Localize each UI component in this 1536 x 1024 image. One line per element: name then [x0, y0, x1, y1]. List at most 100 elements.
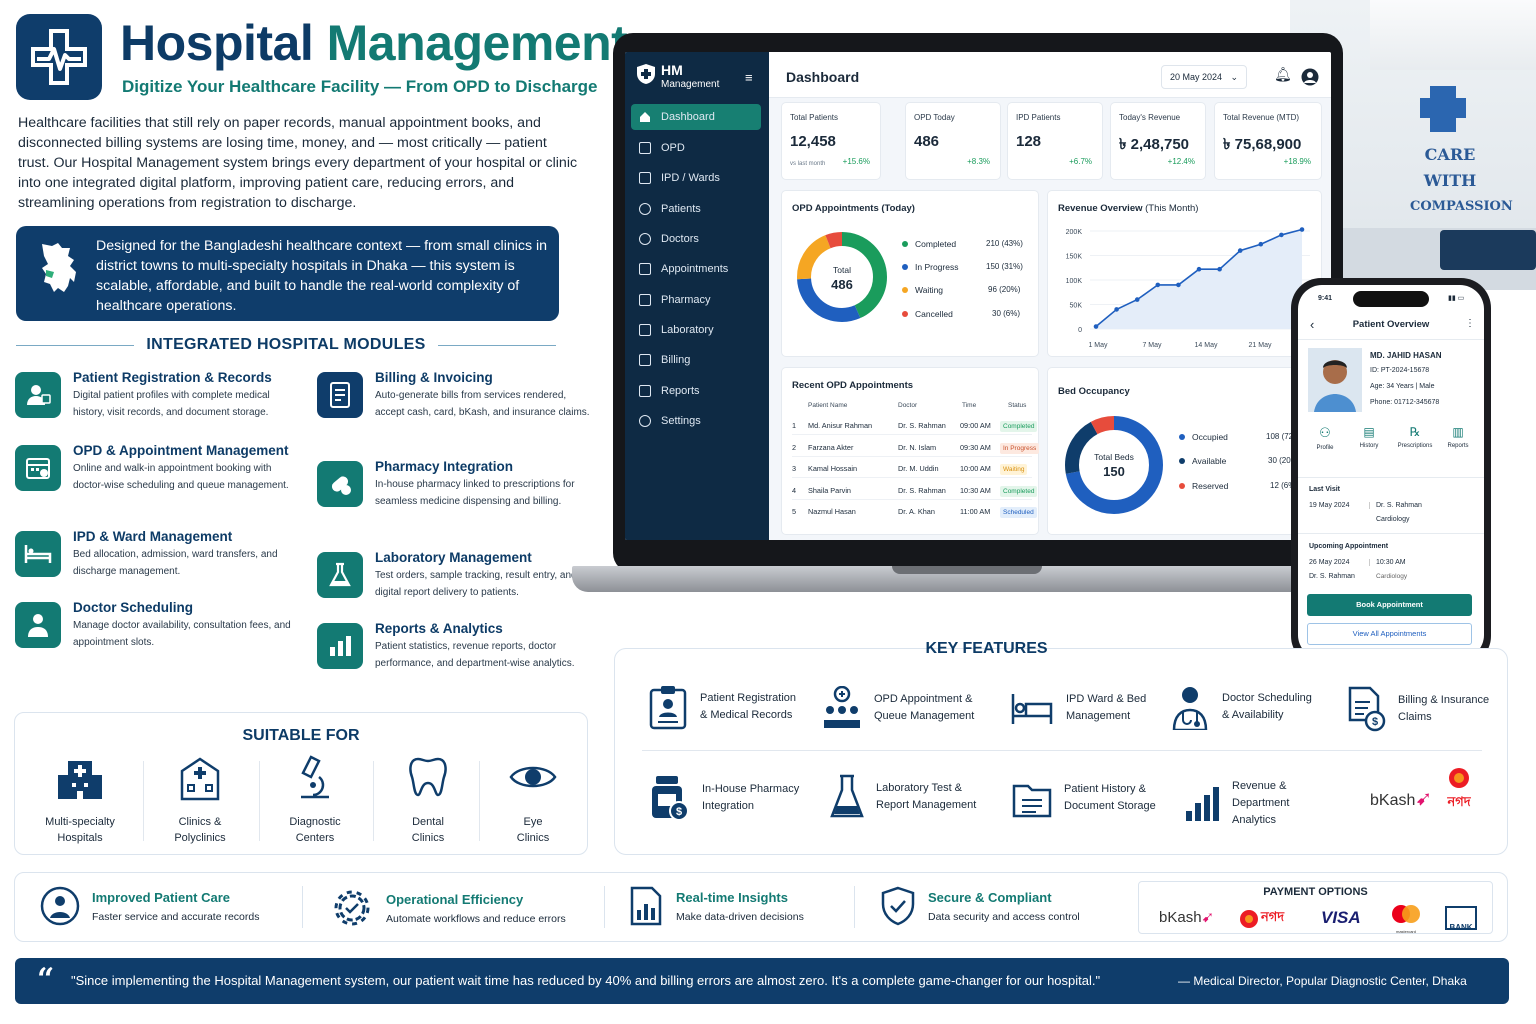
- stat-card-total-patients: Total Patients 12,458 vs last month +15.6%: [782, 103, 880, 179]
- flask-icon: [639, 324, 651, 336]
- avatar-icon[interactable]: [1301, 68, 1319, 86]
- bank-logo: BANK: [1445, 906, 1477, 932]
- revenue-point: [1258, 241, 1264, 247]
- eye-icon: [509, 766, 557, 788]
- table-row[interactable]: 3 Kamal Hossain Dr. M. Uddin 10:00 AM Waitin…: [792, 459, 1042, 479]
- module-doctor-scheduling: Doctor Scheduling Manage doctor availabil…: [15, 600, 295, 651]
- gear-icon: [639, 415, 651, 427]
- report-icon: ▥: [1452, 425, 1464, 439]
- patient-tabs: ⚇ Profile ▤ History ℞ Prescriptions ▥ Report…: [1304, 425, 1478, 471]
- nav-doctors[interactable]: Doctors: [631, 226, 761, 252]
- nav-patients[interactable]: Patients: [631, 196, 761, 222]
- row-number: 2: [792, 442, 797, 452]
- tab-profile[interactable]: ⚇ Profile: [1304, 425, 1346, 451]
- shield-cross-icon: [637, 64, 655, 84]
- payment-options-panel: PAYMENT OPTIONS bKash➹ নগদ VISA masterca…: [1138, 881, 1493, 934]
- y-tick-label: 0: [1078, 327, 1082, 334]
- table-row[interactable]: 1 Md. Anisur Rahman Dr. S. Rahman 09:00 AM C…: [792, 416, 1042, 436]
- nav-reports[interactable]: Reports: [631, 378, 761, 404]
- feature-revenue-analytics: Revenue & Department Analytics: [1184, 778, 1332, 829]
- sidebar: HM Management ≡ Dashboard OPD IPD / Ward…: [625, 52, 769, 540]
- medicine-bottle-icon: $: [652, 776, 689, 821]
- bangladesh-note: Designed for the Bangladeshi healthcare …: [16, 226, 559, 321]
- nav-billing[interactable]: Billing: [631, 347, 761, 373]
- nav-opd[interactable]: OPD: [631, 135, 761, 161]
- menu-toggle-icon[interactable]: ≡: [745, 70, 753, 85]
- bed-donut-center-value: 150: [1103, 464, 1125, 479]
- nav-appointments[interactable]: Appointments: [631, 256, 761, 282]
- table-row[interactable]: 5 Nazmul Hasan Dr. A. Khan 11:00 AM Schedule…: [792, 502, 1042, 522]
- phone-title: Patient Overview: [1352, 319, 1430, 330]
- legend-value: 96 (20%): [988, 285, 1021, 294]
- patient-name: MD. JAHID HASAN: [1370, 351, 1442, 360]
- shield-check-icon: [881, 886, 915, 926]
- view-all-appointments-button[interactable]: View All Appointments: [1307, 623, 1472, 645]
- nagad-icon: [1449, 768, 1469, 788]
- benefit-operational-efficiency: Operational Efficiency Automate workflows…: [330, 886, 566, 930]
- patient-name: Shaila Parvin: [808, 485, 851, 495]
- opd-donut-chart: [797, 232, 887, 322]
- appointment-time: 11:00 AM: [960, 507, 991, 516]
- row-number: 5: [792, 507, 797, 516]
- topbar: [769, 52, 1331, 98]
- nav-laboratory[interactable]: Laboratory: [631, 317, 761, 343]
- donut-slice-available: [1065, 416, 1163, 514]
- bed-occupancy-card: Bed Occupancy Total Beds 150 Occupied 10…: [1048, 368, 1321, 534]
- phone-time: 9:41: [1318, 295, 1333, 302]
- status-badge: Completed: [1000, 421, 1038, 432]
- history-icon: ▤: [1363, 425, 1375, 439]
- row-divider: [792, 455, 1032, 457]
- bangladesh-map-icon: [42, 243, 76, 292]
- nagad-icon: [1240, 909, 1258, 928]
- tab-prescriptions[interactable]: ℞ Prescriptions: [1392, 425, 1438, 449]
- back-arrow-icon[interactable]: ‹: [1310, 317, 1315, 332]
- table-row[interactable]: 2 Farzana Akter Dr. N. Islam 09:30 AM In Pro…: [792, 438, 1042, 458]
- modules-heading: INTEGRATED HOSPITAL MODULES: [16, 336, 556, 354]
- bed-donut-chart: [1065, 416, 1163, 514]
- bed-icon: [15, 531, 61, 577]
- brand-subname: Management: [661, 79, 720, 90]
- hospital-bed-icon: [1011, 694, 1053, 724]
- microscope-icon: [301, 755, 329, 799]
- revenue-point: [1299, 227, 1305, 232]
- opd-icon: [639, 142, 651, 154]
- divider: [642, 750, 1482, 751]
- module-patient-registration: Patient Registration & Records Digital pa…: [15, 370, 295, 421]
- nav-pharmacy[interactable]: Pharmacy: [631, 287, 761, 313]
- gear-check-icon: [334, 890, 370, 926]
- revenue-point: [1155, 282, 1161, 288]
- nav-ipd-wards[interactable]: IPD / Wards: [631, 165, 761, 191]
- nav-dashboard[interactable]: Dashboard: [631, 104, 761, 130]
- bell-icon[interactable]: 🔔︎: [1274, 66, 1292, 82]
- bed-donut-center-label: Total Beds: [1094, 452, 1134, 462]
- patient-name: Kamal Hossain: [808, 464, 858, 473]
- tab-reports[interactable]: ▥ Reports: [1438, 425, 1478, 449]
- doctor-name: Dr. A. Khan: [898, 507, 935, 516]
- table-row[interactable]: 4 Shaila Parvin Dr. S. Rahman 10:30 AM Compl…: [792, 481, 1042, 501]
- wall-sign-line: COMPASSION: [1410, 199, 1513, 214]
- patient-care-icon: [40, 886, 80, 926]
- date-picker[interactable]: 20 May 2024 ⌄: [1161, 65, 1247, 89]
- tab-history[interactable]: ▤ History: [1348, 425, 1390, 449]
- doctor-stethoscope-icon: [1172, 687, 1208, 730]
- patient-name: Nazmul Hasan: [808, 507, 856, 516]
- module-billing: Billing & Invoicing Auto-generate bills f…: [317, 370, 597, 421]
- phone-screen: 9:41 ▮▮ ▭ ‹ Patient Overview ⋮ MD. JAHID…: [1298, 285, 1484, 659]
- home-icon: [640, 112, 650, 122]
- legend-cancelled: Cancelled: [902, 309, 953, 319]
- y-tick-label: 150K: [1066, 254, 1083, 261]
- divider: [1298, 339, 1484, 340]
- book-appointment-button[interactable]: Book Appointment: [1307, 594, 1472, 616]
- battery-icon: ▮▮ ▭: [1448, 295, 1465, 302]
- patient-registration-icon: [15, 372, 61, 418]
- doctor-icon: [15, 602, 61, 648]
- bar-chart-icon: [1186, 786, 1219, 821]
- nav-settings[interactable]: Settings: [631, 408, 761, 434]
- patient-id: ID: PT-2024-15678: [1370, 367, 1430, 374]
- wall-sign-line: WITH: [1423, 171, 1477, 190]
- donut-slice-reserved: [1065, 416, 1163, 514]
- row-divider: [792, 498, 1032, 500]
- legend-in-progress: In Progress: [902, 262, 958, 272]
- more-options-icon[interactable]: ⋮: [1465, 318, 1475, 329]
- brand-name: HM: [661, 62, 683, 78]
